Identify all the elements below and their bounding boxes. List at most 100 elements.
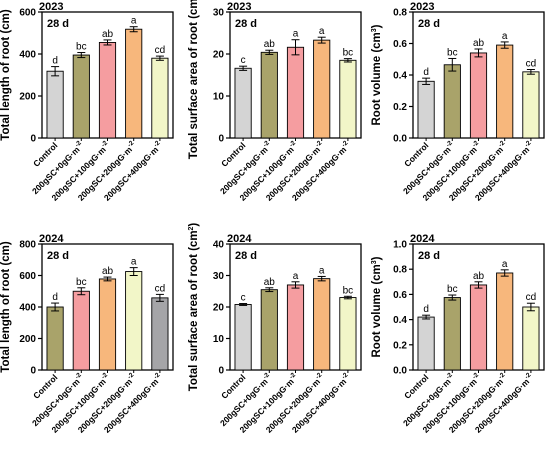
day-annotation: 28 d (47, 250, 69, 262)
significance-letter: cd (155, 45, 166, 56)
significance-letter: cd (155, 283, 166, 294)
significance-letter: bc (343, 48, 354, 59)
y-tick-label: 0 (30, 366, 36, 377)
y-tick-label: 0.4 (393, 71, 407, 82)
y-axis-label: Total length of root (cm) (0, 9, 12, 141)
bar (443, 297, 461, 371)
bar (496, 272, 514, 371)
panel-p2024_length: 0 200 400 600 800 Total length of root (cm) 20… (0, 233, 174, 435)
significance-letter: ab (473, 38, 485, 49)
panel-p2023_surface: 0 10 20 30 Total surface area of root (cm2) 2… (188, 0, 362, 203)
y-tick-label: 0 (30, 134, 36, 145)
bar (443, 64, 461, 139)
bar (417, 316, 435, 371)
y-tick-label: 30 (213, 8, 225, 19)
bar (46, 70, 64, 139)
bar (234, 304, 252, 371)
bar (417, 80, 435, 139)
significance-letter: bc (343, 285, 354, 296)
significance-letter: ab (264, 39, 276, 50)
significance-letter: d (423, 304, 429, 315)
significance-letter: a (131, 257, 137, 268)
bar (286, 284, 305, 371)
panel-year-title: 2023 (39, 1, 63, 13)
significance-letter: a (502, 259, 508, 270)
y-tick-label: 400 (19, 50, 36, 61)
significance-letter: a (319, 265, 325, 276)
bar (469, 284, 488, 371)
panel-year-title: 2024 (39, 233, 64, 245)
bar (522, 71, 540, 139)
panel-p2024_volume: 0.0 0.2 0.4 0.6 0.8 1.0 Root volume (cm3) 2024 2… (371, 233, 545, 435)
significance-letter: bc (76, 277, 87, 288)
bar (46, 306, 64, 371)
bar (234, 67, 252, 139)
panel-year-title: 2024 (227, 233, 252, 245)
bar (98, 42, 117, 139)
panel-year-title: 2024 (410, 233, 435, 245)
y-tick-label: 30 (213, 271, 225, 282)
y-tick-label: 600 (19, 8, 36, 19)
bar (522, 306, 540, 371)
significance-letter: a (293, 271, 299, 282)
panel-year-title: 2023 (227, 1, 251, 13)
y-axis-label: Total surface area of root (cm2) (188, 0, 200, 159)
y-tick-label: 800 (19, 240, 36, 251)
significance-letter: cd (526, 58, 537, 69)
day-annotation: 28 d (235, 250, 257, 262)
day-annotation: 28 d (418, 250, 440, 262)
significance-letter: bc (447, 47, 458, 58)
panel-year-title: 2023 (410, 1, 434, 13)
bar (339, 59, 357, 139)
significance-letter: cd (526, 292, 537, 303)
significance-letter: d (52, 56, 58, 67)
y-tick-label: 0.8 (393, 265, 407, 276)
significance-letter: c (241, 293, 246, 304)
day-annotation: 28 d (235, 18, 257, 30)
bar (286, 46, 305, 139)
bar (151, 297, 169, 371)
y-tick-label: 0.4 (393, 315, 407, 326)
bar (125, 28, 143, 139)
significance-letter: a (293, 29, 299, 40)
bar (260, 289, 278, 371)
bar (72, 54, 90, 139)
bar (260, 51, 278, 139)
bar (496, 44, 514, 139)
y-axis-label: Total length of root (cm) (0, 241, 12, 373)
bar (125, 271, 143, 371)
y-tick-label: 40 (213, 240, 225, 251)
y-tick-label: 0.0 (393, 366, 407, 377)
bar (339, 297, 357, 371)
significance-letter: bc (76, 42, 87, 53)
y-tick-label: 0.6 (393, 290, 407, 301)
significance-letter: ab (102, 29, 114, 40)
y-tick-label: 200 (19, 334, 36, 345)
significance-letter: d (423, 67, 429, 78)
y-tick-label: 0 (218, 366, 224, 377)
bar (469, 52, 488, 139)
y-tick-label: 0.2 (393, 340, 407, 351)
y-tick-label: 0.6 (393, 39, 407, 50)
bar (313, 39, 331, 139)
y-tick-label: 0.8 (393, 8, 407, 19)
bar (72, 290, 90, 371)
significance-letter: a (502, 31, 508, 42)
y-tick-label: 10 (213, 334, 225, 345)
y-tick-label: 400 (19, 303, 36, 314)
y-tick-label: 0 (218, 134, 224, 145)
y-tick-label: 20 (213, 50, 225, 61)
y-tick-label: 0.2 (393, 102, 407, 113)
y-axis-label: Total surface area of root (cm2) (188, 223, 200, 392)
significance-letter: ab (264, 277, 276, 288)
significance-letter: bc (447, 284, 458, 295)
significance-letter: a (131, 16, 137, 27)
y-tick-label: 20 (213, 303, 225, 314)
y-tick-label: 200 (19, 92, 36, 103)
y-axis-label: Root volume (cm3) (371, 256, 383, 357)
significance-letter: ab (473, 271, 485, 282)
bar (313, 278, 331, 371)
panel-p2023_volume: 0.0 0.2 0.4 0.6 0.8 Root volume (cm3) 2023 28 d… (371, 1, 545, 203)
y-tick-label: 10 (213, 92, 225, 103)
